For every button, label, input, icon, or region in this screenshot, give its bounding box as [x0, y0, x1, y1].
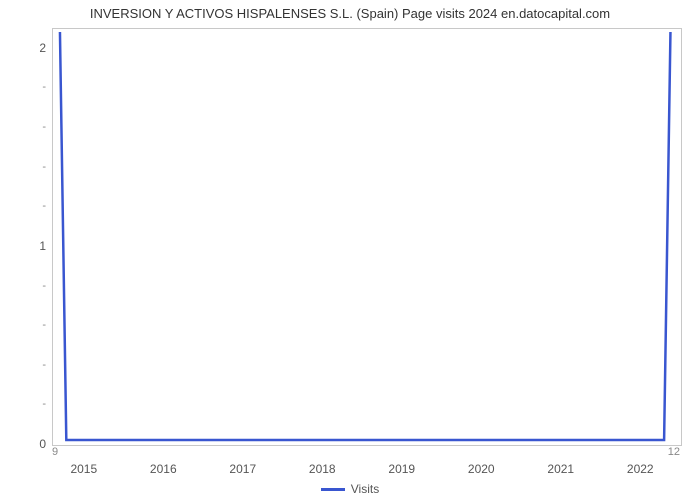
x-tick-label: 2018 — [309, 462, 336, 476]
legend-label: Visits — [351, 482, 379, 496]
y-minor-tick: - — [40, 161, 46, 173]
y-minor-tick: - — [40, 398, 46, 410]
y-minor-tick: - — [40, 121, 46, 133]
y-minor-tick: - — [40, 81, 46, 93]
x-tick-label: 2015 — [70, 462, 97, 476]
y-tick-label: 2 — [30, 41, 46, 55]
x-tick-label: 2019 — [388, 462, 415, 476]
chart-title: INVERSION Y ACTIVOS HISPALENSES S.L. (Sp… — [0, 6, 700, 21]
y-tick-label: 0 — [30, 437, 46, 451]
x-tick-label: 2016 — [150, 462, 177, 476]
x-tick-label: 2021 — [547, 462, 574, 476]
x-start-label: 9 — [52, 446, 58, 458]
x-tick-label: 2022 — [627, 462, 654, 476]
y-minor-tick: - — [40, 319, 46, 331]
chart-container: INVERSION Y ACTIVOS HISPALENSES S.L. (Sp… — [0, 0, 700, 500]
y-minor-tick: - — [40, 280, 46, 292]
y-minor-tick: - — [40, 200, 46, 212]
series-line — [52, 28, 680, 444]
y-minor-tick: - — [40, 359, 46, 371]
legend: Visits — [0, 481, 700, 496]
x-end-label: 12 — [668, 446, 680, 458]
x-tick-label: 2020 — [468, 462, 495, 476]
y-tick-label: 1 — [30, 239, 46, 253]
legend-swatch — [321, 488, 345, 491]
x-tick-label: 2017 — [229, 462, 256, 476]
